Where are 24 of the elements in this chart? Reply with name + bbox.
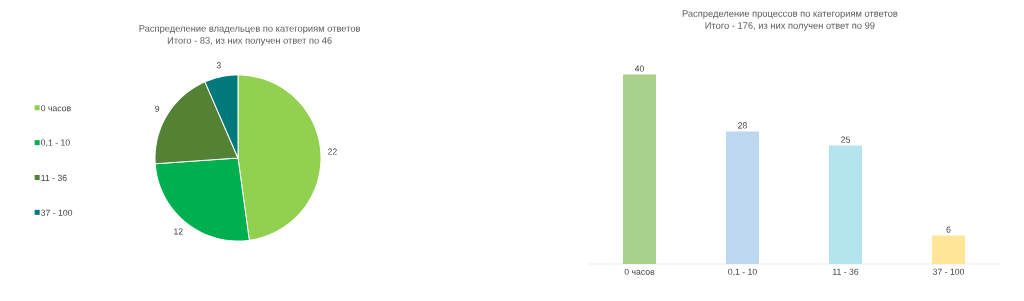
- legend-label: 37 - 100: [41, 209, 73, 216]
- bar: [623, 74, 657, 264]
- bar: [726, 131, 759, 264]
- chart-subtitle: Итого - 176, из них получен ответ по 99: [705, 22, 875, 31]
- x-tick-label: 11 - 36: [833, 268, 859, 275]
- bar: [932, 235, 965, 264]
- chart-subtitle: Итого - 83, из них получен ответ по 46: [167, 37, 332, 46]
- data-label: 40: [634, 65, 644, 72]
- legend-label: 0,1 - 10: [41, 139, 70, 147]
- data-label: 22: [328, 148, 337, 155]
- x-tick-label: 0,1 - 10: [728, 268, 757, 276]
- data-label: 3: [216, 62, 221, 69]
- data-label: 9: [155, 105, 160, 112]
- data-label: 6: [946, 226, 951, 233]
- chart-title: Распределение процессов по категориям ответов: [682, 10, 898, 19]
- x-tick-label: 0 часов: [624, 268, 655, 275]
- bar: [829, 145, 862, 264]
- data-label: 28: [738, 122, 747, 129]
- legend-label: 11 - 36: [41, 174, 67, 181]
- x-tick-label: 37 - 100: [932, 268, 965, 275]
- data-label: 12: [174, 228, 183, 235]
- chart-title: Распределение владельцев по категориям ответов: [139, 25, 361, 34]
- legend-label: 0 часов: [41, 105, 71, 112]
- data-label: 25: [841, 136, 850, 143]
